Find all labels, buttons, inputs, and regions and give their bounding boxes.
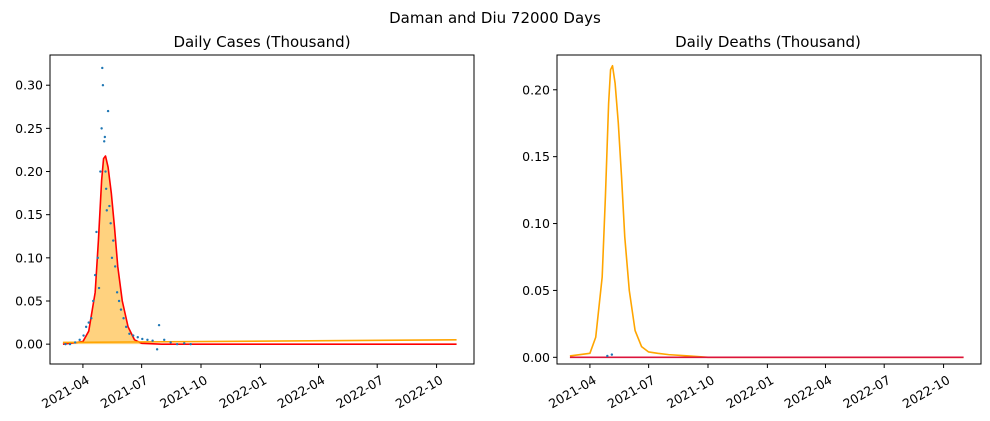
cases-data-point — [163, 338, 166, 342]
cases-y-axis: 0.00 0.05 0.10 0.15 0.20 0.25 0.30 — [15, 78, 50, 352]
deaths-series-line-0 — [569, 64, 964, 359]
cases-data-point — [103, 140, 106, 143]
cases-y-tick-label: 0.10 — [15, 250, 43, 265]
cases-y-tick-label: 0.30 — [15, 78, 43, 93]
cases-data-point — [124, 325, 128, 329]
cases-data-point — [155, 348, 159, 351]
deaths-panel: Daily Deaths (Thousand) 0.00 0.05 0.10 0.15… — [522, 33, 982, 411]
deaths-plot-area — [569, 64, 964, 359]
cases-data-point — [117, 299, 121, 303]
cases-data-point — [73, 341, 77, 344]
cases-data-point — [96, 256, 99, 260]
cases-data-point — [189, 342, 192, 346]
cases-data-point — [132, 334, 135, 337]
deaths-y-tick-label: 0.00 — [522, 350, 550, 365]
cases-y-tick-label: 0.25 — [15, 121, 43, 136]
deaths-panel-title: Daily Deaths (Thousand) — [675, 33, 861, 51]
cases-data-point — [108, 204, 111, 208]
cases-data-point — [113, 265, 117, 268]
cases-data-point — [68, 342, 72, 346]
cases-x-tick-label: 2022-01 — [217, 372, 270, 411]
deaths-y-tick-label: 0.10 — [522, 216, 550, 231]
cases-y-tick-label: 0.00 — [15, 337, 43, 352]
cases-y-tick-label: 0.15 — [15, 207, 43, 222]
cases-data-point — [101, 66, 104, 70]
cases-data-point — [101, 84, 105, 87]
cases-data-point — [84, 325, 88, 329]
cases-data-point — [157, 323, 161, 327]
cases-data-point — [141, 337, 144, 341]
cases-data-point — [99, 170, 102, 173]
deaths-y-tick-label: 0.05 — [522, 283, 550, 298]
cases-panel: Daily Cases (Thousand) 0.000.050.100.150… — [15, 33, 475, 411]
cases-data-point — [95, 230, 98, 234]
cases-x-tick-label: 2022-07 — [333, 372, 386, 411]
cases-data-point — [175, 342, 179, 346]
cases-band-area — [62, 155, 457, 345]
cases-x-tick-label: 2021-04 — [39, 372, 92, 411]
cases-data-point — [103, 135, 107, 139]
deaths-x-tick-label: 2022-04 — [782, 372, 835, 411]
deaths-data-point — [606, 354, 609, 358]
deaths-y-tick-label: 0.20 — [522, 82, 550, 97]
cases-data-point — [104, 187, 108, 190]
cases-data-point — [169, 341, 172, 344]
cases-axes-frame — [49, 54, 475, 365]
cases-data-point — [87, 321, 90, 324]
cases-x-tick-label: 2022-04 — [275, 372, 328, 411]
deaths-x-tick-label: 2021-04 — [546, 372, 599, 411]
cases-data-point — [146, 338, 149, 342]
cases-data-point — [110, 256, 114, 260]
cases-data-point — [92, 299, 95, 303]
deaths-data-point — [610, 353, 614, 356]
cases-plot-area — [62, 66, 457, 351]
cases-data-point — [128, 332, 131, 335]
cases-data-point — [97, 286, 101, 290]
deaths-x-tick-label: 2021-10 — [664, 372, 717, 411]
deaths-axes-frame — [556, 54, 982, 365]
cases-data-point — [78, 338, 81, 342]
cases-series-line-1 — [62, 339, 457, 344]
cases-data-point — [90, 317, 93, 320]
cases-y-tick-label: 0.20 — [15, 164, 43, 179]
cases-data-point — [100, 127, 103, 130]
cases-data-point — [109, 222, 112, 225]
deaths-y-tick-label: 0.15 — [522, 149, 550, 164]
deaths-x-axis: 2021-04 2021-07 2021-10 2022-01 2022-04 2022-… — [546, 364, 952, 411]
cases-x-tick-label: 2022-10 — [393, 372, 446, 411]
cases-data-point — [104, 170, 107, 173]
cases-data-point — [115, 291, 119, 294]
cases-series-line-0 — [62, 155, 457, 345]
cases-data-point — [136, 336, 139, 339]
cases-x-tick-label: 2021-10 — [157, 372, 210, 411]
cases-data-point — [119, 308, 123, 311]
cases-data-point — [82, 334, 85, 337]
cases-x-tick-label: 2021-07 — [98, 372, 151, 411]
deaths-x-tick-label: 2021-07 — [605, 372, 658, 411]
cases-data-point — [151, 339, 154, 342]
cases-data-point — [112, 239, 115, 242]
cases-data-point — [93, 273, 97, 277]
deaths-x-tick-label: 2022-07 — [840, 372, 893, 411]
cases-x-axis: 2021-04 2021-07 2021-10 2022-01 2022-04 2022-… — [39, 364, 445, 411]
cases-data-point — [106, 109, 110, 113]
cases-data-point — [183, 342, 186, 345]
deaths-x-tick-label: 2022-10 — [900, 372, 953, 411]
cases-data-point — [64, 342, 67, 346]
cases-data-point — [105, 209, 108, 212]
deaths-y-axis: 0.00 0.05 0.10 0.15 0.20 — [522, 82, 557, 365]
deaths-x-tick-label: 2022-01 — [724, 372, 777, 411]
figure-title: Daman and Diu 72000 Days — [389, 9, 601, 27]
cases-data-point — [122, 317, 125, 320]
cases-panel-title: Daily Cases (Thousand) — [173, 33, 350, 51]
cases-y-tick-label: 0.05 — [15, 293, 43, 308]
